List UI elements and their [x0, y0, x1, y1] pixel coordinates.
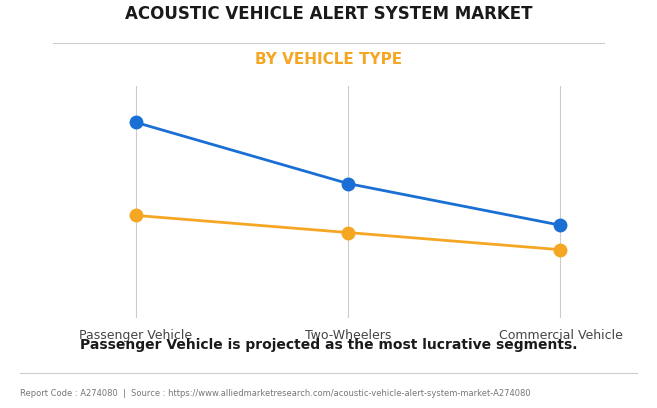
2022	[344, 230, 352, 235]
2022	[556, 247, 564, 252]
Line: 2032: 2032	[129, 116, 567, 231]
Line: 2022: 2022	[129, 209, 567, 256]
2032	[556, 223, 564, 228]
2032	[132, 120, 140, 125]
2022	[132, 213, 140, 218]
Text: BY VEHICLE TYPE: BY VEHICLE TYPE	[255, 52, 402, 67]
Text: Passenger Vehicle is projected as the most lucrative segments.: Passenger Vehicle is projected as the mo…	[79, 338, 578, 352]
Text: Report Code : A274080  |  Source : https://www.alliedmarketresearch.com/acoustic: Report Code : A274080 | Source : https:/…	[20, 389, 530, 398]
2032	[344, 181, 352, 186]
Text: ACOUSTIC VEHICLE ALERT SYSTEM MARKET: ACOUSTIC VEHICLE ALERT SYSTEM MARKET	[125, 5, 532, 23]
